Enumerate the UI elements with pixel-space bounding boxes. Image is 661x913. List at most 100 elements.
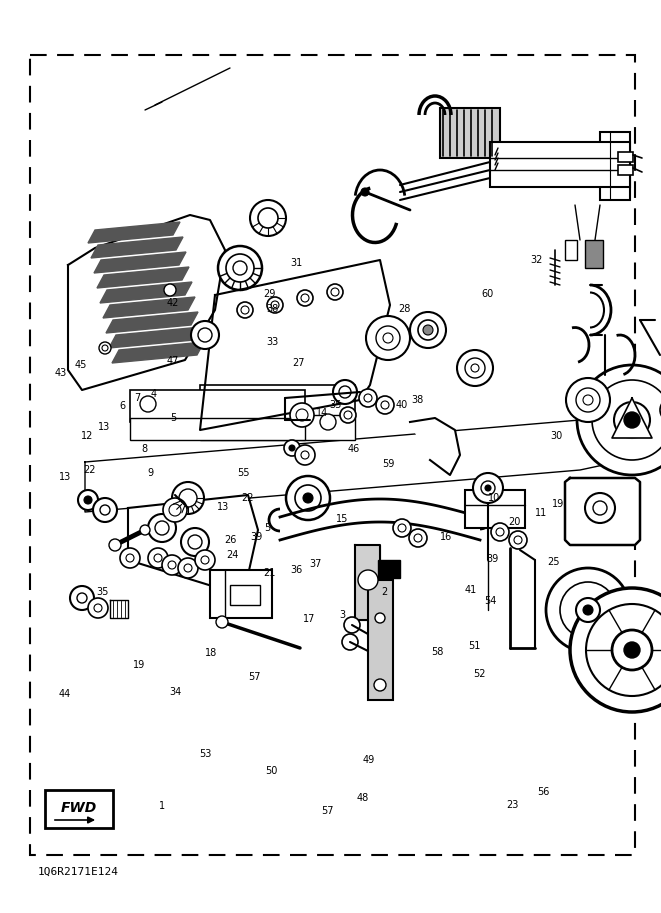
Circle shape: [491, 523, 509, 541]
Text: 60: 60: [482, 289, 494, 299]
Text: 51: 51: [469, 642, 481, 651]
Bar: [378, 560, 400, 578]
Text: 38: 38: [266, 304, 278, 313]
Circle shape: [393, 519, 411, 537]
Circle shape: [471, 364, 479, 372]
Text: 32: 32: [531, 256, 543, 265]
Circle shape: [178, 558, 198, 578]
Circle shape: [93, 498, 117, 522]
Circle shape: [485, 485, 491, 491]
Circle shape: [546, 568, 630, 652]
Polygon shape: [128, 495, 258, 590]
Circle shape: [585, 493, 615, 523]
Circle shape: [120, 548, 140, 568]
Circle shape: [344, 617, 360, 633]
Bar: [618, 165, 633, 175]
Text: 1Q6R2171E124: 1Q6R2171E124: [38, 867, 119, 877]
Text: 56: 56: [537, 788, 549, 797]
Circle shape: [163, 498, 187, 522]
Circle shape: [359, 389, 377, 407]
Bar: [130, 390, 305, 422]
Text: 3: 3: [339, 611, 346, 620]
Text: 13: 13: [217, 502, 229, 511]
Circle shape: [583, 605, 593, 615]
Text: 54: 54: [485, 596, 496, 605]
Bar: [618, 152, 633, 162]
Text: 11: 11: [535, 509, 547, 518]
Circle shape: [286, 476, 330, 520]
Text: 2: 2: [381, 587, 388, 596]
Circle shape: [327, 284, 343, 300]
Bar: [585, 240, 603, 268]
Polygon shape: [612, 398, 652, 438]
Circle shape: [172, 482, 204, 514]
Text: 1: 1: [159, 802, 165, 811]
Text: 19: 19: [133, 660, 145, 669]
Text: 31: 31: [290, 258, 302, 268]
Circle shape: [374, 679, 386, 691]
Circle shape: [423, 325, 433, 335]
Text: 7: 7: [134, 394, 141, 403]
Circle shape: [577, 365, 661, 475]
Text: 45: 45: [75, 361, 87, 370]
Bar: [130, 418, 305, 440]
Text: 36: 36: [290, 565, 302, 574]
Bar: [565, 240, 577, 260]
Circle shape: [364, 394, 372, 402]
Text: 48: 48: [356, 793, 368, 803]
Polygon shape: [103, 297, 195, 318]
Text: 47: 47: [167, 356, 179, 365]
Circle shape: [296, 409, 308, 421]
Text: 22: 22: [242, 493, 254, 502]
Circle shape: [333, 380, 357, 404]
Circle shape: [148, 548, 168, 568]
Text: 33: 33: [266, 338, 278, 347]
Circle shape: [414, 534, 422, 542]
Text: 20: 20: [508, 518, 520, 527]
Text: 35: 35: [330, 401, 342, 410]
Text: 52: 52: [473, 669, 485, 678]
Circle shape: [339, 386, 351, 398]
Circle shape: [237, 302, 253, 318]
Polygon shape: [355, 545, 380, 620]
Polygon shape: [94, 252, 186, 273]
Circle shape: [514, 536, 522, 544]
Text: 55: 55: [237, 468, 249, 477]
Circle shape: [77, 593, 87, 603]
Circle shape: [509, 531, 527, 549]
Circle shape: [109, 539, 121, 551]
Circle shape: [303, 493, 313, 503]
Circle shape: [344, 411, 352, 419]
Circle shape: [465, 358, 485, 378]
Text: 17: 17: [303, 614, 315, 624]
Circle shape: [195, 550, 215, 570]
Circle shape: [250, 200, 286, 236]
Circle shape: [284, 440, 300, 456]
Circle shape: [376, 396, 394, 414]
Circle shape: [295, 445, 315, 465]
Text: 13: 13: [98, 423, 110, 432]
Text: 19: 19: [553, 499, 564, 509]
Text: 39: 39: [251, 532, 262, 541]
Circle shape: [361, 188, 369, 196]
Text: 29: 29: [264, 289, 276, 299]
Circle shape: [660, 398, 661, 422]
Circle shape: [201, 556, 209, 564]
Circle shape: [84, 496, 92, 504]
Text: 39: 39: [486, 554, 498, 563]
Text: 34: 34: [169, 687, 181, 697]
Circle shape: [340, 407, 356, 423]
Text: 22: 22: [83, 466, 95, 475]
Text: 5: 5: [264, 523, 271, 532]
Polygon shape: [200, 260, 390, 430]
Circle shape: [140, 525, 150, 535]
Text: 43: 43: [55, 368, 67, 377]
Circle shape: [410, 312, 446, 348]
Circle shape: [320, 414, 336, 430]
Circle shape: [481, 481, 495, 495]
Circle shape: [381, 401, 389, 409]
Circle shape: [162, 555, 182, 575]
Bar: [30, 55, 635, 855]
Circle shape: [70, 586, 94, 610]
Circle shape: [169, 504, 181, 516]
